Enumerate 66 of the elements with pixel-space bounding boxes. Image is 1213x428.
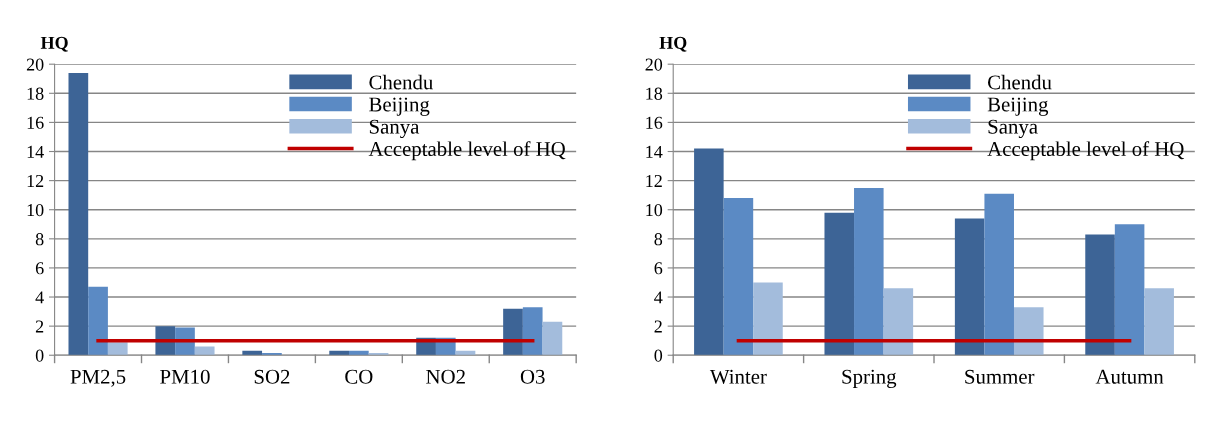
y-tick-label: 16 <box>27 116 44 129</box>
x-tick-label: Summer <box>965 369 1035 384</box>
legend-label: Sanya <box>369 119 420 139</box>
bar <box>1114 224 1145 356</box>
y-axis-title: HQ <box>659 36 687 52</box>
bar <box>694 148 724 356</box>
y-tick-label: 14 <box>27 145 44 158</box>
y-tick-label: 20 <box>26 58 44 71</box>
y-tick-label: 4 <box>35 291 44 304</box>
y-tick-label: 16 <box>646 116 663 129</box>
y-tick-label: 6 <box>654 262 663 275</box>
y-tick-label: 8 <box>35 233 44 246</box>
y-tick-label: 10 <box>27 203 44 217</box>
bar <box>503 308 523 356</box>
y-tick-label: 6 <box>35 262 44 275</box>
x-tick-label: Autumn <box>1095 369 1164 384</box>
bar <box>1144 288 1174 356</box>
x-tick-label: PM10 <box>160 369 210 384</box>
y-tick-label: 18 <box>646 87 663 100</box>
legend-label: Beijing <box>369 97 430 116</box>
x-tick-label: Winter <box>709 369 767 384</box>
y-tick-label: 2 <box>35 320 44 333</box>
bar <box>954 218 985 356</box>
legend-label: Beijing <box>987 97 1049 116</box>
bar <box>753 282 783 356</box>
y-tick-label: 0 <box>654 349 663 362</box>
bar <box>262 353 282 356</box>
bar <box>984 193 1014 356</box>
y-tick-label: 12 <box>27 174 44 187</box>
bar <box>723 198 754 356</box>
y-tick-label: 2 <box>654 320 662 333</box>
y-tick-label: 4 <box>654 291 663 304</box>
legend-label: Chendu <box>987 74 1052 90</box>
bar <box>348 350 369 356</box>
x-tick-label: SO2 <box>254 369 290 384</box>
y-tick-label: 10 <box>646 203 663 217</box>
y-tick-label: 14 <box>646 145 663 158</box>
legend-label: Acceptable level of HQ <box>368 141 566 161</box>
bar <box>1013 307 1044 356</box>
bar <box>522 307 543 356</box>
legend-label: Chendu <box>369 74 433 90</box>
bar <box>68 72 89 356</box>
x-tick-label: PM2,5 <box>70 369 126 387</box>
bar <box>824 212 855 356</box>
y-tick-label: 12 <box>646 174 662 187</box>
y-tick-label: 0 <box>35 349 44 362</box>
bar <box>542 321 563 356</box>
x-tick-label: O3 <box>520 369 545 384</box>
x-tick-label: CO <box>345 369 373 384</box>
bar <box>329 350 349 356</box>
legend-label: Acceptable level of HQ <box>987 141 1185 161</box>
y-tick-label: 20 <box>645 58 663 71</box>
bar <box>194 346 215 356</box>
bar <box>107 342 128 356</box>
bar <box>1085 234 1115 356</box>
y-tick-label: 8 <box>654 233 663 246</box>
bar <box>88 286 108 356</box>
legend-label: Sanya <box>988 119 1038 139</box>
bar <box>883 288 914 356</box>
bar <box>155 326 176 356</box>
bar <box>242 350 263 356</box>
y-axis-title: HQ <box>40 36 68 52</box>
x-tick-label: NO2 <box>426 369 465 384</box>
x-tick-label: Spring <box>842 369 897 389</box>
bar <box>854 187 884 356</box>
y-tick-label: 18 <box>27 87 44 100</box>
